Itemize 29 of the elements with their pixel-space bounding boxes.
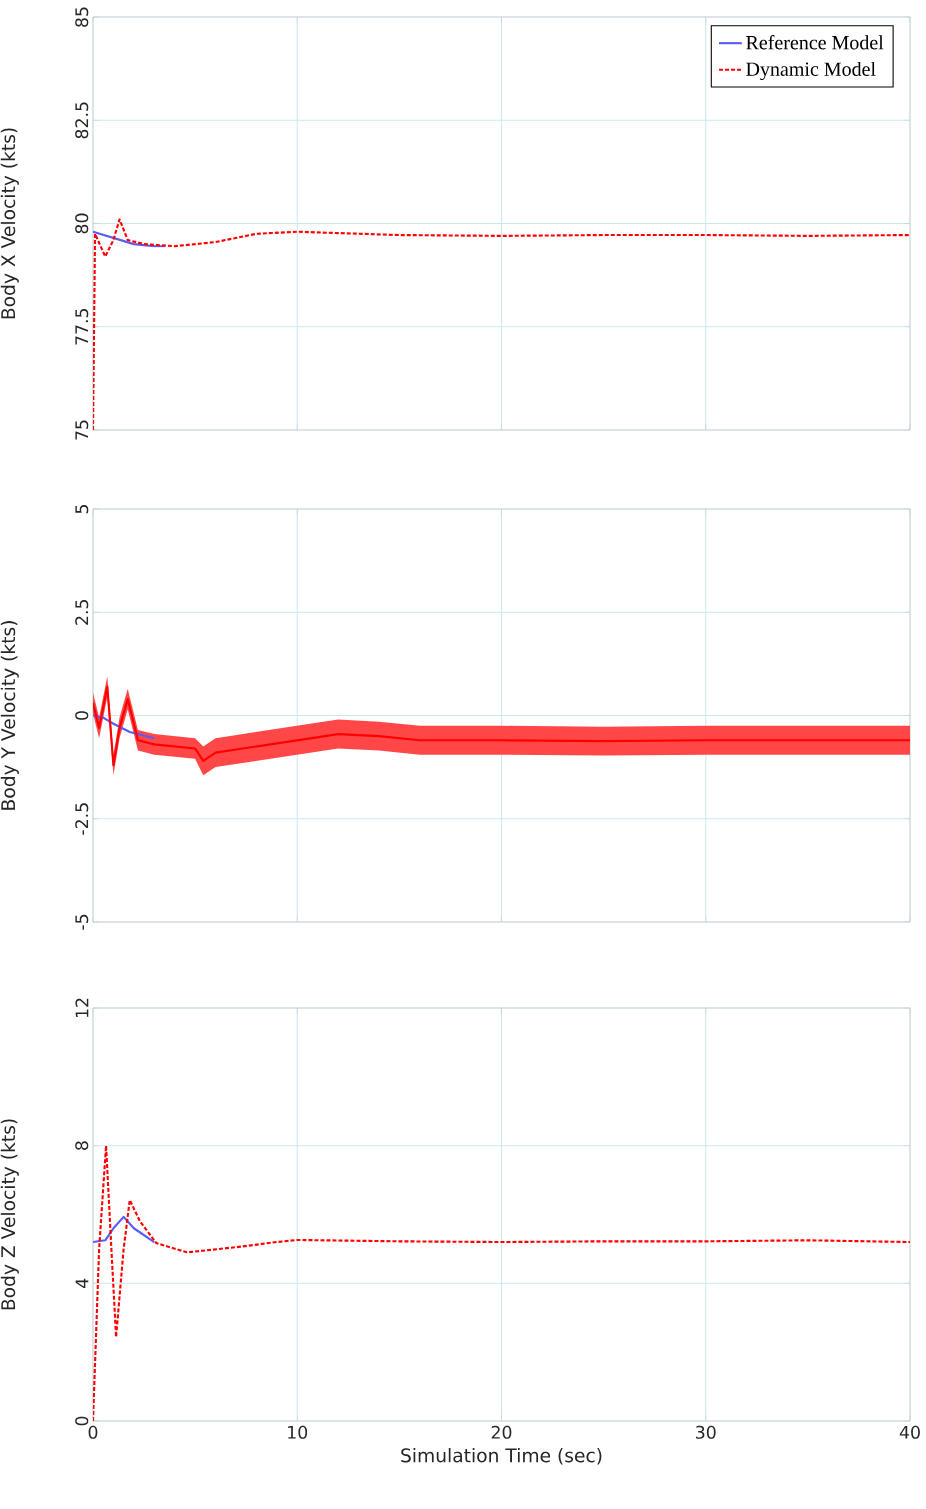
- legend-label: Dynamic Model: [746, 61, 876, 81]
- x-tick-label: 10: [288, 1425, 308, 1439]
- y-tick-label: 0: [75, 711, 89, 720]
- y-axis-title: Body Z Velocity (kts): [0, 1119, 19, 1310]
- x-tick-label: 0: [88, 1425, 98, 1439]
- y-tick-label: 85: [75, 7, 89, 27]
- y-tick-label: 2.5: [75, 599, 89, 625]
- y-axis-title: Body X Velocity (kts): [0, 128, 19, 319]
- y-tick-label: 4: [75, 1278, 89, 1288]
- y-tick-label: 5: [75, 504, 89, 514]
- line-series: [93, 1215, 156, 1244]
- y-tick-label: 75: [75, 420, 89, 440]
- y-axis-title: Body Y Velocity (kts): [0, 621, 19, 810]
- y-tick-label: 82.5: [75, 102, 89, 139]
- line-series: [93, 218, 910, 430]
- y-tick-label: 0: [75, 1416, 89, 1426]
- y-tick-label: 8: [75, 1141, 89, 1150]
- line-series: [93, 714, 156, 740]
- x-tick-label: 30: [696, 1425, 716, 1439]
- x-axis-title: Simulation Time (sec): [401, 1447, 602, 1465]
- x-tick-label: 40: [899, 1425, 920, 1439]
- y-tick-label: 12: [75, 998, 89, 1018]
- x-tick-label: 20: [491, 1425, 512, 1439]
- y-tick-label: 77.5: [75, 308, 89, 345]
- y-tick-label: -5: [75, 914, 89, 930]
- y-tick-label: 80: [75, 213, 89, 234]
- line-series: [93, 1144, 910, 1421]
- y-tick-label: -2.5: [75, 803, 89, 835]
- legend-label: Reference Model: [746, 35, 884, 50]
